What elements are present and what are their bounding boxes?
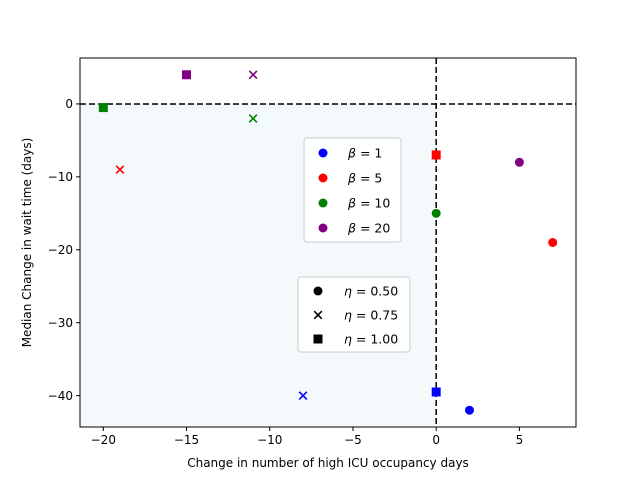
legend-beta-marker bbox=[318, 148, 328, 158]
data-point bbox=[98, 103, 108, 113]
y-tick-label: −30 bbox=[48, 316, 73, 330]
x-tick-label: −15 bbox=[174, 433, 199, 447]
legend-eta: η = 0.50 η = 0.75 η = 1.00 bbox=[297, 276, 411, 353]
legend-beta-box bbox=[303, 137, 402, 243]
data-point bbox=[514, 157, 524, 167]
legend-beta-marker bbox=[318, 198, 328, 208]
legend-beta-label: β = 10 bbox=[347, 196, 390, 211]
x-tick-label: −20 bbox=[91, 433, 116, 447]
legend-eta-marker bbox=[313, 286, 323, 296]
y-tick-label: −40 bbox=[48, 389, 73, 403]
y-axis-label: Median Change in wait time (days) bbox=[20, 138, 34, 348]
legend-beta-marker bbox=[318, 173, 328, 183]
x-axis-label: Change in number of high ICU occupancy d… bbox=[187, 456, 469, 470]
x-tick-label: 5 bbox=[516, 433, 524, 447]
x-tick-label: 0 bbox=[432, 433, 440, 447]
legend-eta-box bbox=[297, 276, 411, 353]
data-point bbox=[431, 208, 441, 218]
data-point bbox=[431, 150, 441, 160]
data-point bbox=[248, 114, 258, 123]
x-tick-label: −10 bbox=[257, 433, 282, 447]
data-point bbox=[182, 70, 192, 80]
data-point bbox=[248, 70, 258, 80]
data-point bbox=[115, 165, 125, 174]
data-point bbox=[548, 238, 558, 247]
legend-eta-label: η = 0.75 bbox=[344, 308, 398, 323]
legend-beta-label: β = 20 bbox=[347, 221, 390, 236]
y-tick-label: 0 bbox=[65, 97, 73, 111]
data-point bbox=[431, 387, 441, 397]
data-point bbox=[464, 405, 474, 415]
data-point bbox=[298, 391, 308, 401]
y-tick-label: −20 bbox=[48, 243, 73, 257]
plot-frame bbox=[79, 57, 577, 428]
legend-beta: β = 1 β = 5 β = 10 β = 20 bbox=[303, 137, 402, 243]
legend-eta-marker bbox=[313, 310, 323, 320]
legend-eta-label: η = 0.50 bbox=[344, 284, 398, 299]
x-tick-label: −5 bbox=[344, 433, 362, 447]
legend-eta-marker bbox=[313, 334, 323, 344]
legend-beta-label: β = 5 bbox=[347, 171, 382, 186]
legend-beta-marker bbox=[318, 223, 328, 233]
y-tick-label: −10 bbox=[48, 170, 73, 184]
legend-beta-label: β = 1 bbox=[347, 146, 382, 161]
legend-eta-label: η = 1.00 bbox=[344, 332, 398, 347]
